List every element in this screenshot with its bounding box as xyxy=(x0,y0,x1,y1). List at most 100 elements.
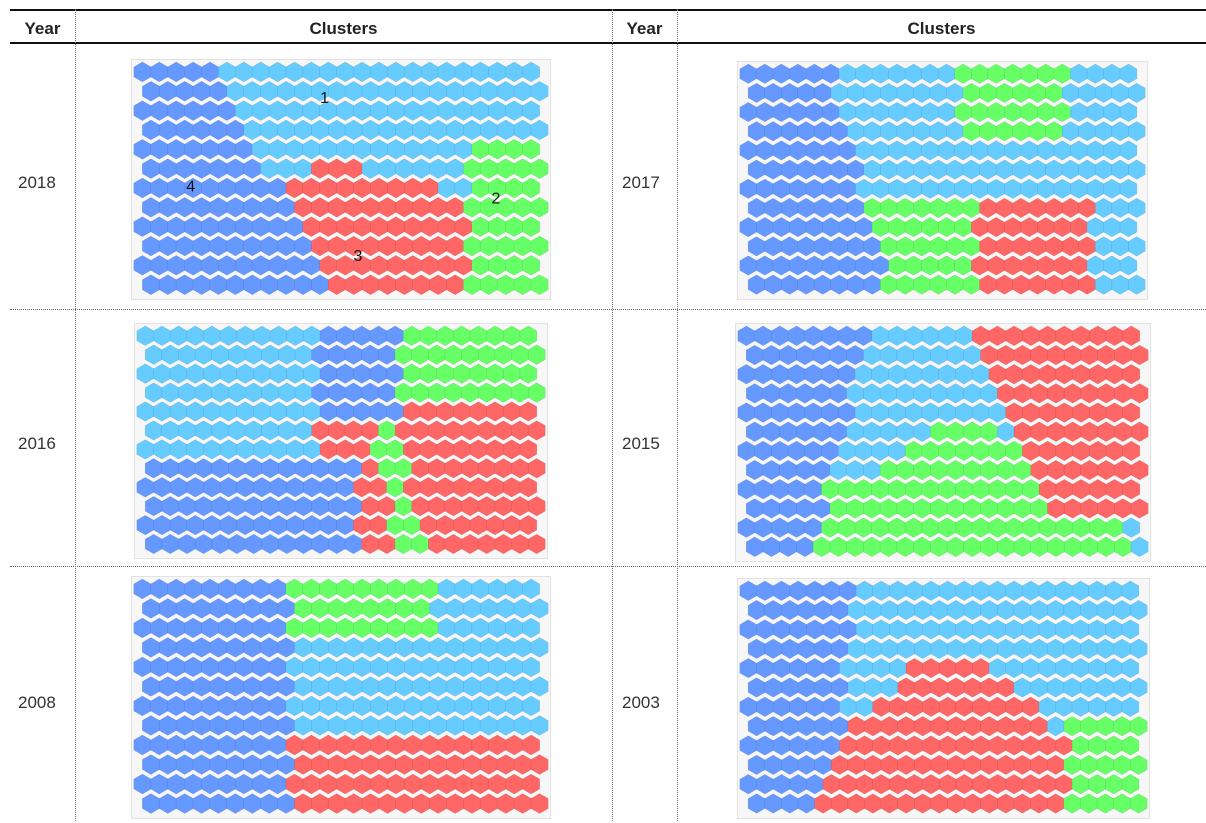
som-cell xyxy=(847,599,866,621)
som-cell xyxy=(209,158,228,179)
som-cell xyxy=(1045,82,1063,103)
year-2008: 2008 xyxy=(18,693,56,712)
som-cell xyxy=(505,255,524,276)
som-cell xyxy=(921,402,940,423)
som-cell xyxy=(1055,696,1073,717)
som-cell xyxy=(946,344,965,366)
som-cell xyxy=(505,61,524,83)
som-cell xyxy=(821,325,839,347)
som-cell xyxy=(771,364,789,385)
som-cell xyxy=(269,439,288,460)
som-cell xyxy=(513,793,532,814)
som-cell xyxy=(806,658,824,679)
som-cell xyxy=(219,325,238,346)
som-cell xyxy=(167,216,186,237)
som-cell xyxy=(336,61,355,83)
som-cell xyxy=(1063,498,1082,519)
som-cell xyxy=(527,533,546,555)
som-cell xyxy=(1061,159,1080,180)
som-cell xyxy=(1128,82,1146,103)
som-cell xyxy=(412,80,431,102)
som-cell xyxy=(1071,774,1090,795)
som-cell xyxy=(178,420,196,441)
som-cell xyxy=(522,617,540,639)
som-cell xyxy=(1119,102,1138,123)
som-cell xyxy=(294,637,312,658)
som-cell xyxy=(286,477,304,498)
som-cell xyxy=(830,159,848,180)
som-cell xyxy=(336,177,355,199)
som-cell xyxy=(184,61,203,83)
som-cell xyxy=(747,638,766,659)
som-cell xyxy=(294,274,312,296)
som-cell xyxy=(1038,517,1057,538)
som-cell xyxy=(955,696,973,717)
som-cell xyxy=(1005,517,1023,538)
som-cell xyxy=(167,139,186,160)
som-cell xyxy=(444,382,463,403)
som-cell xyxy=(995,236,1014,257)
som-cell xyxy=(1071,658,1090,679)
som-cell xyxy=(897,793,915,814)
som-cell xyxy=(946,82,964,103)
som-cell xyxy=(454,578,473,600)
som-cell xyxy=(863,421,881,442)
som-cell xyxy=(471,656,490,678)
som-cell xyxy=(946,383,965,404)
som-cell xyxy=(1105,440,1124,462)
som-cell xyxy=(1055,735,1073,756)
som-cell xyxy=(896,421,915,442)
som-cell xyxy=(739,619,758,640)
som-cell xyxy=(872,580,890,601)
som-cell xyxy=(219,363,238,384)
som-cell xyxy=(203,439,221,460)
som-cell xyxy=(1130,421,1149,442)
som-cell xyxy=(914,716,932,737)
som-cell xyxy=(913,121,931,142)
som-cell xyxy=(971,402,990,423)
som-cell xyxy=(319,773,338,795)
som-cell xyxy=(502,401,521,422)
som-cell xyxy=(946,197,964,219)
som-cell xyxy=(253,401,271,422)
som-cell xyxy=(184,695,203,717)
som-cell xyxy=(486,363,504,384)
som-cell xyxy=(158,235,177,257)
som-cell xyxy=(268,255,287,276)
som-cell xyxy=(144,382,163,403)
som-cell xyxy=(921,479,940,500)
som-cell xyxy=(253,363,271,384)
som-cell xyxy=(169,439,188,460)
som-cell xyxy=(186,514,205,536)
som-cell xyxy=(412,676,431,697)
som-cell xyxy=(880,236,898,257)
som-cell xyxy=(888,402,906,423)
som-cell xyxy=(1086,255,1105,276)
som-cell xyxy=(1037,217,1055,238)
som-cell xyxy=(353,100,371,121)
som-cell xyxy=(1013,793,1032,814)
som-cell xyxy=(987,178,1005,199)
som-cell xyxy=(494,533,513,555)
som-cell xyxy=(745,459,764,481)
som-cell xyxy=(203,477,221,498)
som-cell xyxy=(846,344,864,366)
som-cell xyxy=(806,696,824,717)
som-cell xyxy=(169,477,188,498)
som-cell xyxy=(344,274,363,296)
som-cell xyxy=(429,676,448,697)
som-cell xyxy=(412,793,431,814)
som-cell xyxy=(269,401,288,422)
som-cell xyxy=(530,274,549,296)
som-cell xyxy=(1045,236,1063,257)
som-cell xyxy=(378,496,396,517)
som-cell xyxy=(1072,364,1090,385)
som-cell xyxy=(302,139,321,160)
som-cell xyxy=(747,793,766,814)
som-cell xyxy=(488,139,507,160)
som-cell xyxy=(781,716,799,737)
som-cell xyxy=(167,100,186,121)
som-cell xyxy=(889,696,907,717)
som-cell xyxy=(353,656,371,678)
som-cell xyxy=(344,420,363,441)
